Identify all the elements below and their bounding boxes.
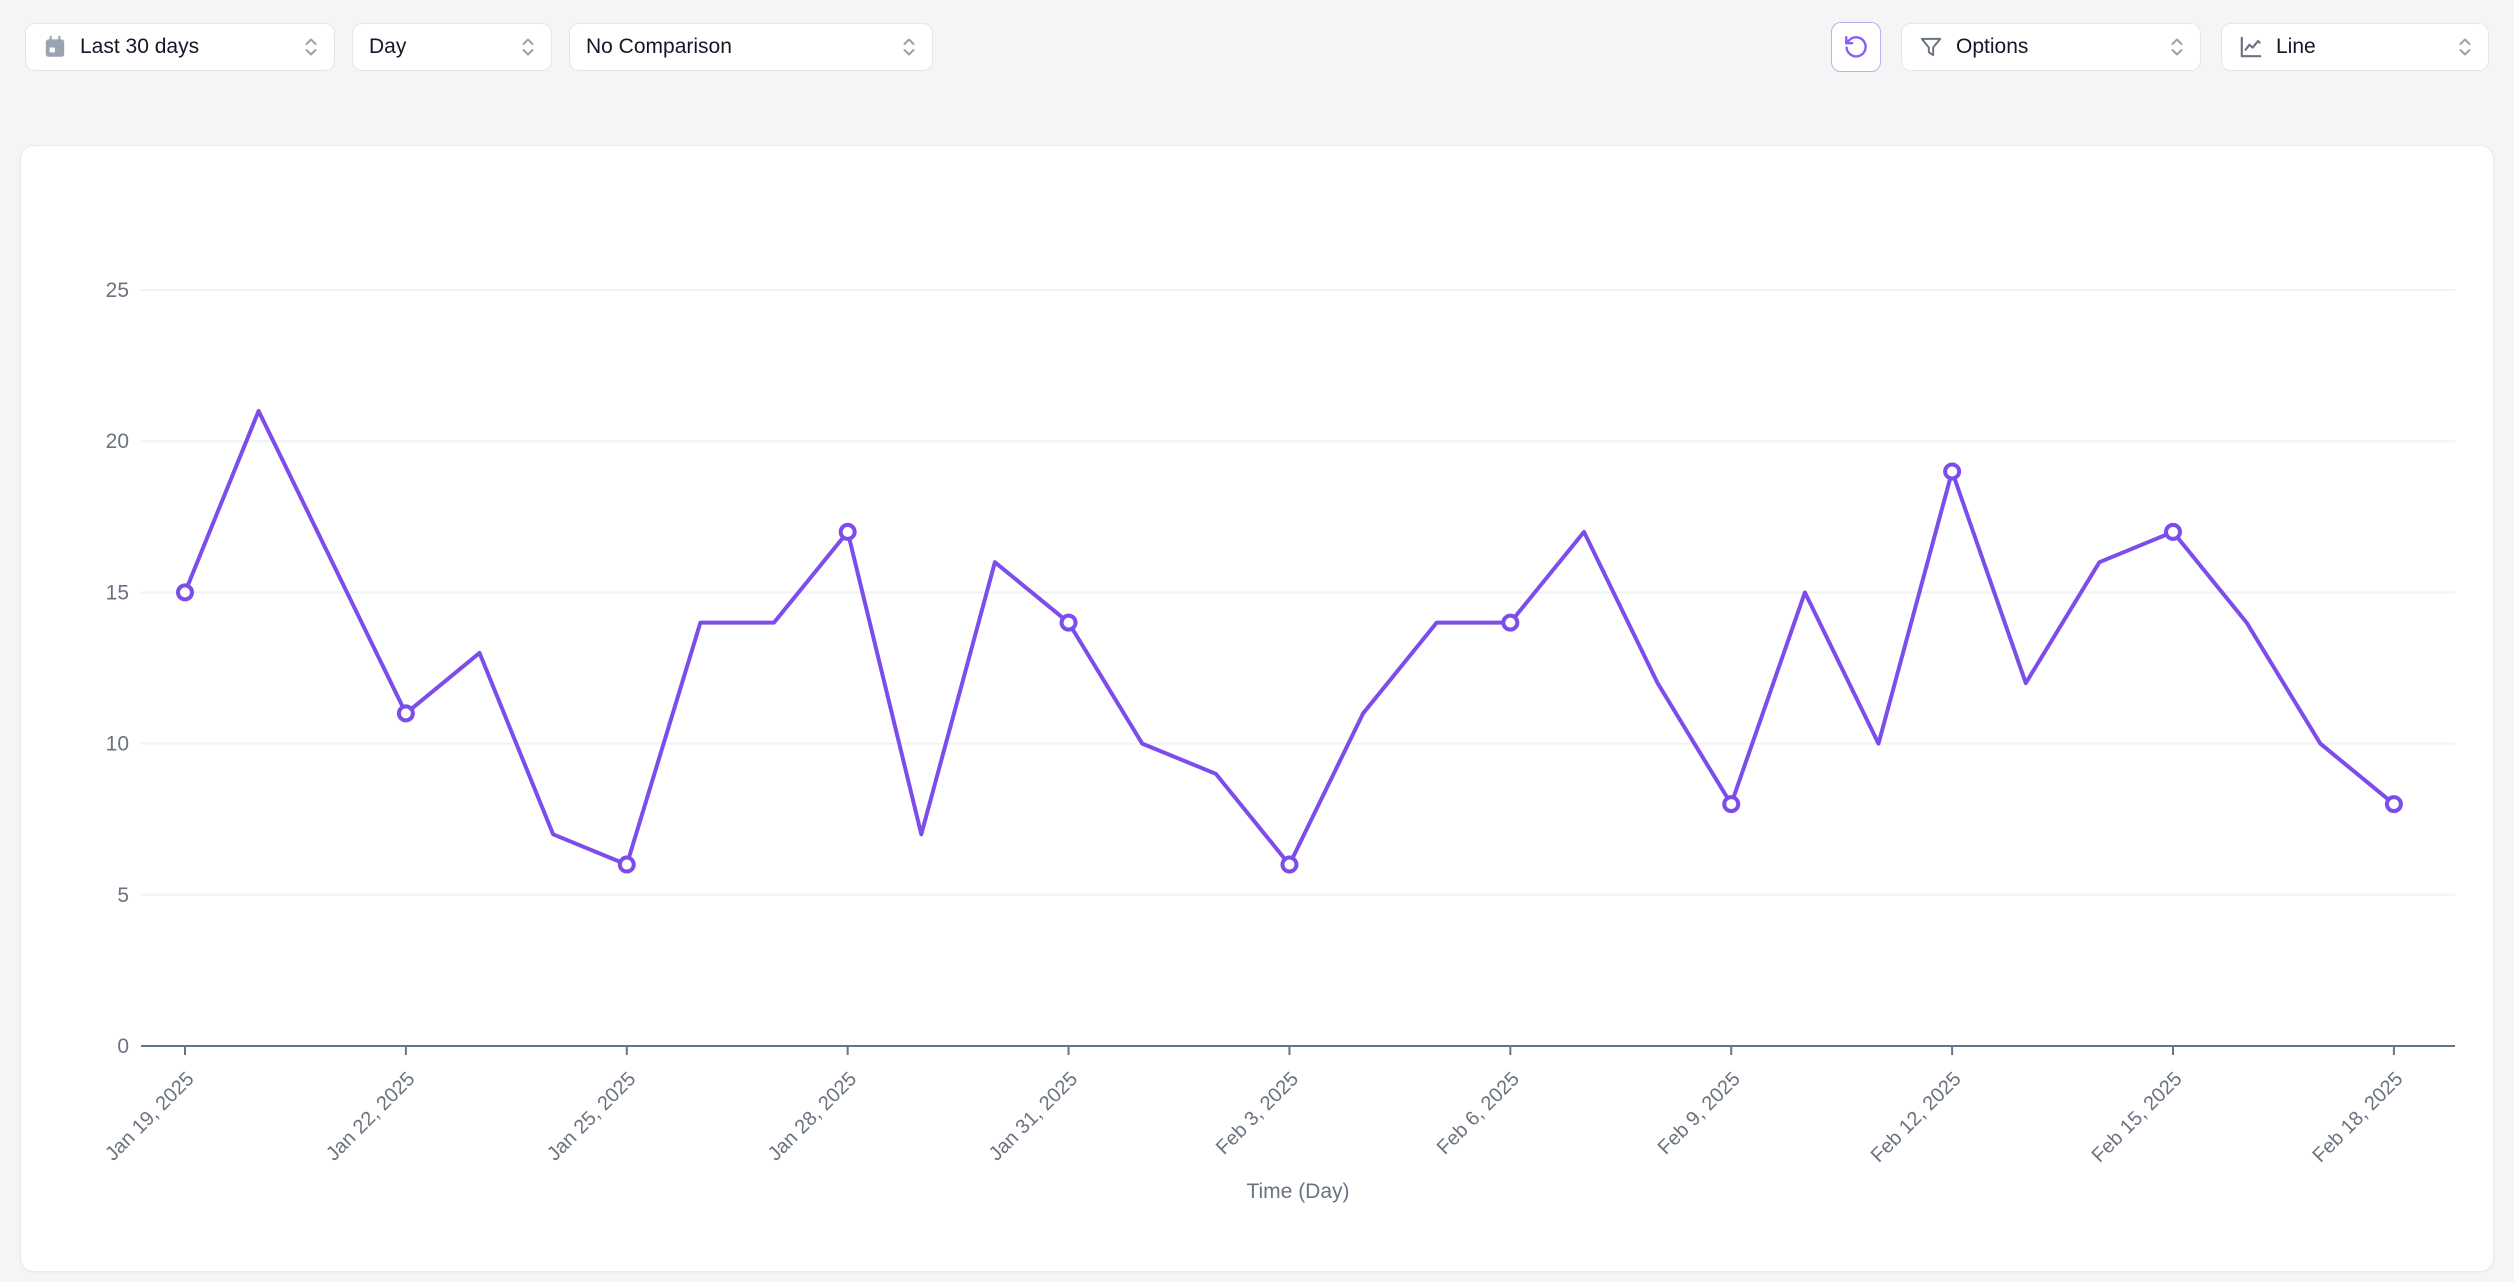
x-axis-tick-label: Feb 6, 2025 bbox=[1433, 1068, 1524, 1159]
y-axis-tick-label: 0 bbox=[117, 1035, 129, 1058]
x-axis-tick-label: Feb 9, 2025 bbox=[1654, 1068, 1745, 1159]
x-axis-tick-label: Jan 25, 2025 bbox=[543, 1068, 640, 1165]
x-axis-tick-label: Feb 18, 2025 bbox=[2309, 1068, 2408, 1167]
x-axis-tick-label: Feb 15, 2025 bbox=[2088, 1068, 2187, 1167]
chart-card: 0 5 10 15 20 25 Jan 19, 2025 Jan 22, 2025 Jan 25… bbox=[20, 145, 2494, 1272]
undo-icon bbox=[1843, 34, 1869, 60]
chart-canvas: 0 5 10 15 20 25 Jan 19, 2025 Jan 22, 2025 Jan 25… bbox=[101, 279, 2455, 1203]
data-point-marker[interactable] bbox=[838, 522, 857, 541]
date-range-label: Last 30 days bbox=[80, 35, 200, 58]
x-axis-title: Time (Day) bbox=[1246, 1180, 1349, 1203]
data-point-marker[interactable] bbox=[176, 583, 194, 602]
y-axis-tick-label: 5 bbox=[117, 884, 129, 907]
x-axis-tick-label: Jan 22, 2025 bbox=[322, 1068, 419, 1165]
chevron-up-down-icon bbox=[901, 35, 917, 59]
data-point-marker[interactable] bbox=[617, 855, 636, 874]
y-axis-tick-label: 25 bbox=[106, 279, 129, 302]
data-point-marker[interactable] bbox=[396, 704, 415, 723]
line-series bbox=[183, 409, 2396, 867]
chevron-up-down-icon bbox=[2169, 35, 2185, 59]
date-range-select[interactable]: Last 30 days bbox=[25, 23, 335, 71]
data-point-marker[interactable] bbox=[1501, 613, 1520, 632]
y-axis-tick-label: 10 bbox=[106, 733, 129, 756]
data-point-marker[interactable] bbox=[2384, 795, 2403, 814]
toolbar-right-group: Options Line bbox=[1831, 22, 2489, 72]
comparison-label: No Comparison bbox=[586, 35, 732, 58]
data-point-marker[interactable] bbox=[1280, 855, 1299, 874]
x-axis-tick-label: Jan 28, 2025 bbox=[764, 1068, 861, 1165]
chevron-up-down-icon bbox=[303, 35, 319, 59]
undo-button[interactable] bbox=[1831, 22, 1881, 72]
granularity-label: Day bbox=[369, 35, 407, 58]
calendar-icon bbox=[42, 34, 68, 60]
data-point-marker[interactable] bbox=[1059, 613, 1078, 632]
data-point-marker[interactable] bbox=[1722, 795, 1741, 814]
comparison-select[interactable]: No Comparison bbox=[569, 23, 933, 71]
line-chart-icon bbox=[2238, 34, 2264, 60]
chevron-up-down-icon bbox=[520, 35, 536, 59]
x-axis-tick-label: Jan 31, 2025 bbox=[985, 1068, 1082, 1165]
data-point-marker[interactable] bbox=[2164, 522, 2183, 541]
chart-type-label: Line bbox=[2276, 35, 2316, 58]
chart-type-select[interactable]: Line bbox=[2221, 23, 2489, 71]
y-axis-tick-label: 15 bbox=[106, 581, 129, 604]
x-axis-tick-label: Feb 3, 2025 bbox=[1212, 1068, 1303, 1159]
toolbar: Last 30 days Day No Comparison bbox=[0, 0, 2514, 72]
filter-icon bbox=[1918, 34, 1944, 60]
x-axis-tick-label: Jan 19, 2025 bbox=[101, 1068, 198, 1165]
x-axis-tick-label: Feb 12, 2025 bbox=[1867, 1068, 1966, 1167]
chevron-up-down-icon bbox=[2457, 35, 2473, 59]
granularity-select[interactable]: Day bbox=[352, 23, 552, 71]
data-point-marker[interactable] bbox=[1943, 462, 1962, 481]
y-axis-tick-label: 20 bbox=[106, 430, 129, 453]
options-button[interactable]: Options bbox=[1901, 23, 2201, 71]
options-label: Options bbox=[1956, 35, 2029, 58]
